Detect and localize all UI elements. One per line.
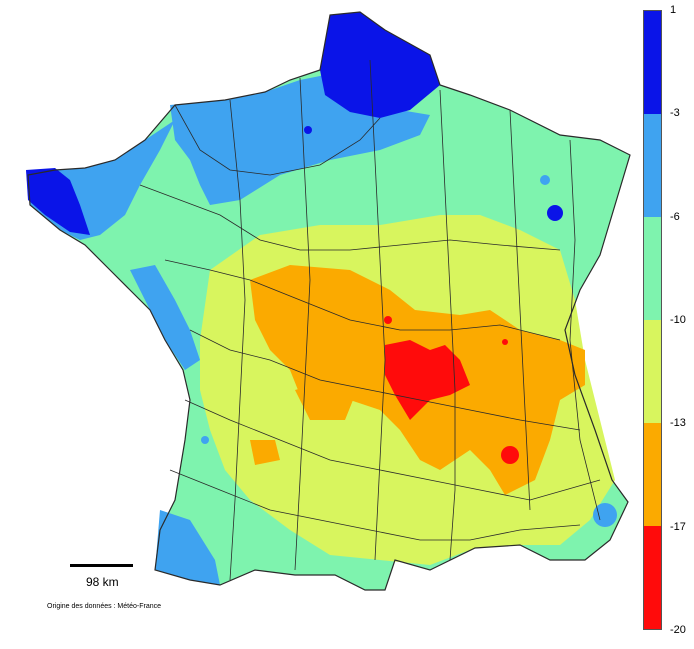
scale-bar-label: 98 km [86,575,119,589]
legend-segment-5 [644,423,661,526]
southwest-coast-zone [155,510,220,585]
red-spot-north [384,316,392,324]
legend-tick-5: -13 [670,417,686,429]
blue-spot-east [547,205,563,221]
blue-spot-lorraine [540,175,550,185]
red-spot-east [501,446,519,464]
legend-tick-6: -17 [670,521,686,533]
red-spot-center [502,339,508,345]
red-core-zone [385,340,470,420]
legend-segment-1 [644,11,661,114]
blue-spot-northwest [304,126,312,134]
department-borders [27,11,631,591]
legend-segment-3 [644,217,661,320]
legend-segment-2 [644,114,661,217]
legend-tick-1: 1 [670,4,677,16]
legend-tick-7: -20 [670,624,686,636]
blue-spot-atlantic [201,436,209,444]
scale-bar [70,564,133,567]
north-cold-zone [320,12,440,118]
west-coast-zone [130,265,200,370]
legend-tick-2: -3 [670,107,680,119]
legend-segment-4 [644,320,661,423]
legend-tick-3: -6 [670,211,680,223]
legend-segment-6 [644,526,661,629]
legend-tick-4: -10 [670,314,686,326]
data-source-note: Origine des données : Météo-France [47,603,162,610]
brittany-tip [26,168,90,235]
orange-patch-south [250,440,280,465]
france-temperature-map [26,11,631,591]
color-legend-bar [643,10,662,630]
blue-spot-alps [593,503,617,527]
orange-patch-west [295,380,355,420]
